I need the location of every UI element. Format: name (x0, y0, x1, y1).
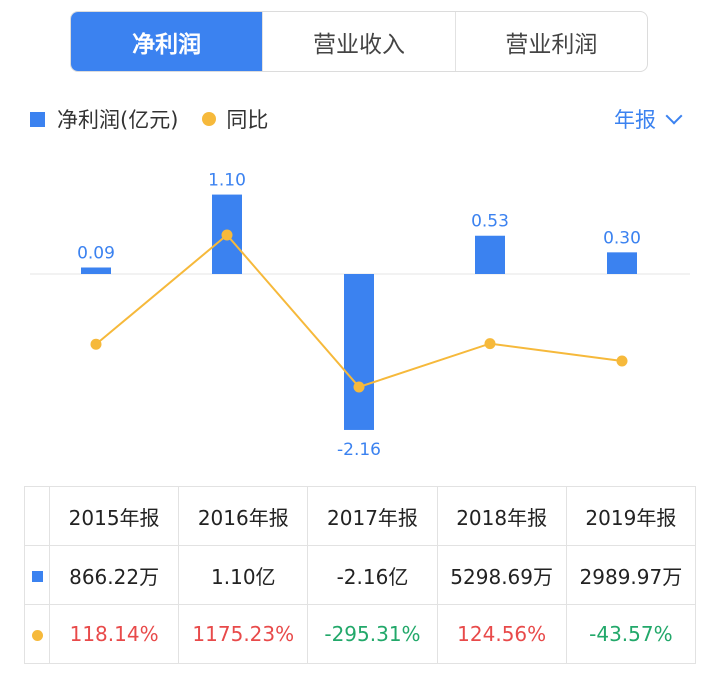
table-cell: -2.16亿 (307, 545, 438, 605)
table-header-row: 2015年报 2016年报 2017年报 2018年报 2019年报 (24, 486, 697, 546)
table-header-cell: 2016年报 (178, 486, 309, 546)
yoy-point-2019年报 (616, 355, 628, 367)
table-header-cell: 2015年报 (48, 486, 180, 546)
bar-value-label: 1.10 (208, 171, 246, 191)
row-marker-cell (24, 604, 50, 664)
table-row-net-profit: 866.22万 1.10亿 -2.16亿 5298.69万 2989.97万 (24, 545, 697, 605)
table-row-yoy: 118.14% 1175.23% -295.31% 124.56% -43.57… (24, 604, 697, 664)
tab-bar: 净利润 营业收入 营业利润 (70, 11, 648, 72)
bar-marker-icon (31, 571, 43, 582)
bar-value-label: 0.53 (471, 212, 509, 232)
table-header-cell: 2019年报 (565, 486, 697, 546)
table-cell: 1.10亿 (178, 545, 309, 605)
table-cell: 118.14% (48, 604, 180, 664)
table-cell: 1175.23% (178, 604, 309, 664)
table-cell: -43.57% (565, 604, 697, 664)
table-cell: -295.31% (307, 604, 438, 664)
table-corner-cell (24, 486, 50, 546)
bar-2019年报 (607, 252, 637, 274)
line-legend-label: 同比 (226, 108, 269, 132)
bar-legend-label: 净利润(亿元) (57, 108, 179, 132)
table-cell: 2989.97万 (565, 545, 697, 605)
table-header-cell: 2018年报 (436, 486, 567, 546)
tab-revenue[interactable]: 营业收入 (262, 12, 454, 71)
table-header-cell: 2017年报 (307, 486, 438, 546)
line-legend-dot-icon (202, 112, 217, 126)
bar-2017年报 (344, 274, 374, 430)
bar-value-label: 0.30 (603, 228, 641, 248)
chart-legend: 净利润(亿元) 同比 (30, 104, 268, 134)
tab-operating-profit[interactable]: 营业利润 (454, 12, 647, 71)
data-table: 2015年报 2016年报 2017年报 2018年报 2019年报 866.2… (24, 486, 697, 664)
period-selector-label: 年报 (614, 108, 656, 132)
chevron-down-icon (665, 107, 683, 125)
yoy-point-2015年报 (90, 338, 102, 350)
yoy-point-2018年报 (484, 338, 496, 350)
bar-value-label: -2.16 (337, 440, 381, 460)
bar-2018年报 (475, 235, 505, 274)
row-marker-cell (24, 545, 50, 605)
table-cell: 866.22万 (48, 545, 180, 605)
yoy-point-2016年报 (221, 229, 233, 241)
bar-legend-swatch-icon (30, 111, 45, 127)
bar-2015年报 (81, 267, 111, 274)
yoy-point-2017年报 (353, 381, 365, 393)
table-cell: 5298.69万 (436, 545, 567, 605)
chart-canvas: 0.09 1.10 -2.16 0.53 0.30 (30, 171, 690, 460)
tab-net-profit[interactable]: 净利润 (71, 12, 263, 71)
line-marker-icon (31, 630, 43, 641)
bar-value-label: 0.09 (77, 244, 115, 264)
table-cell: 124.56% (436, 604, 567, 664)
period-selector[interactable]: 年报 (614, 104, 683, 134)
